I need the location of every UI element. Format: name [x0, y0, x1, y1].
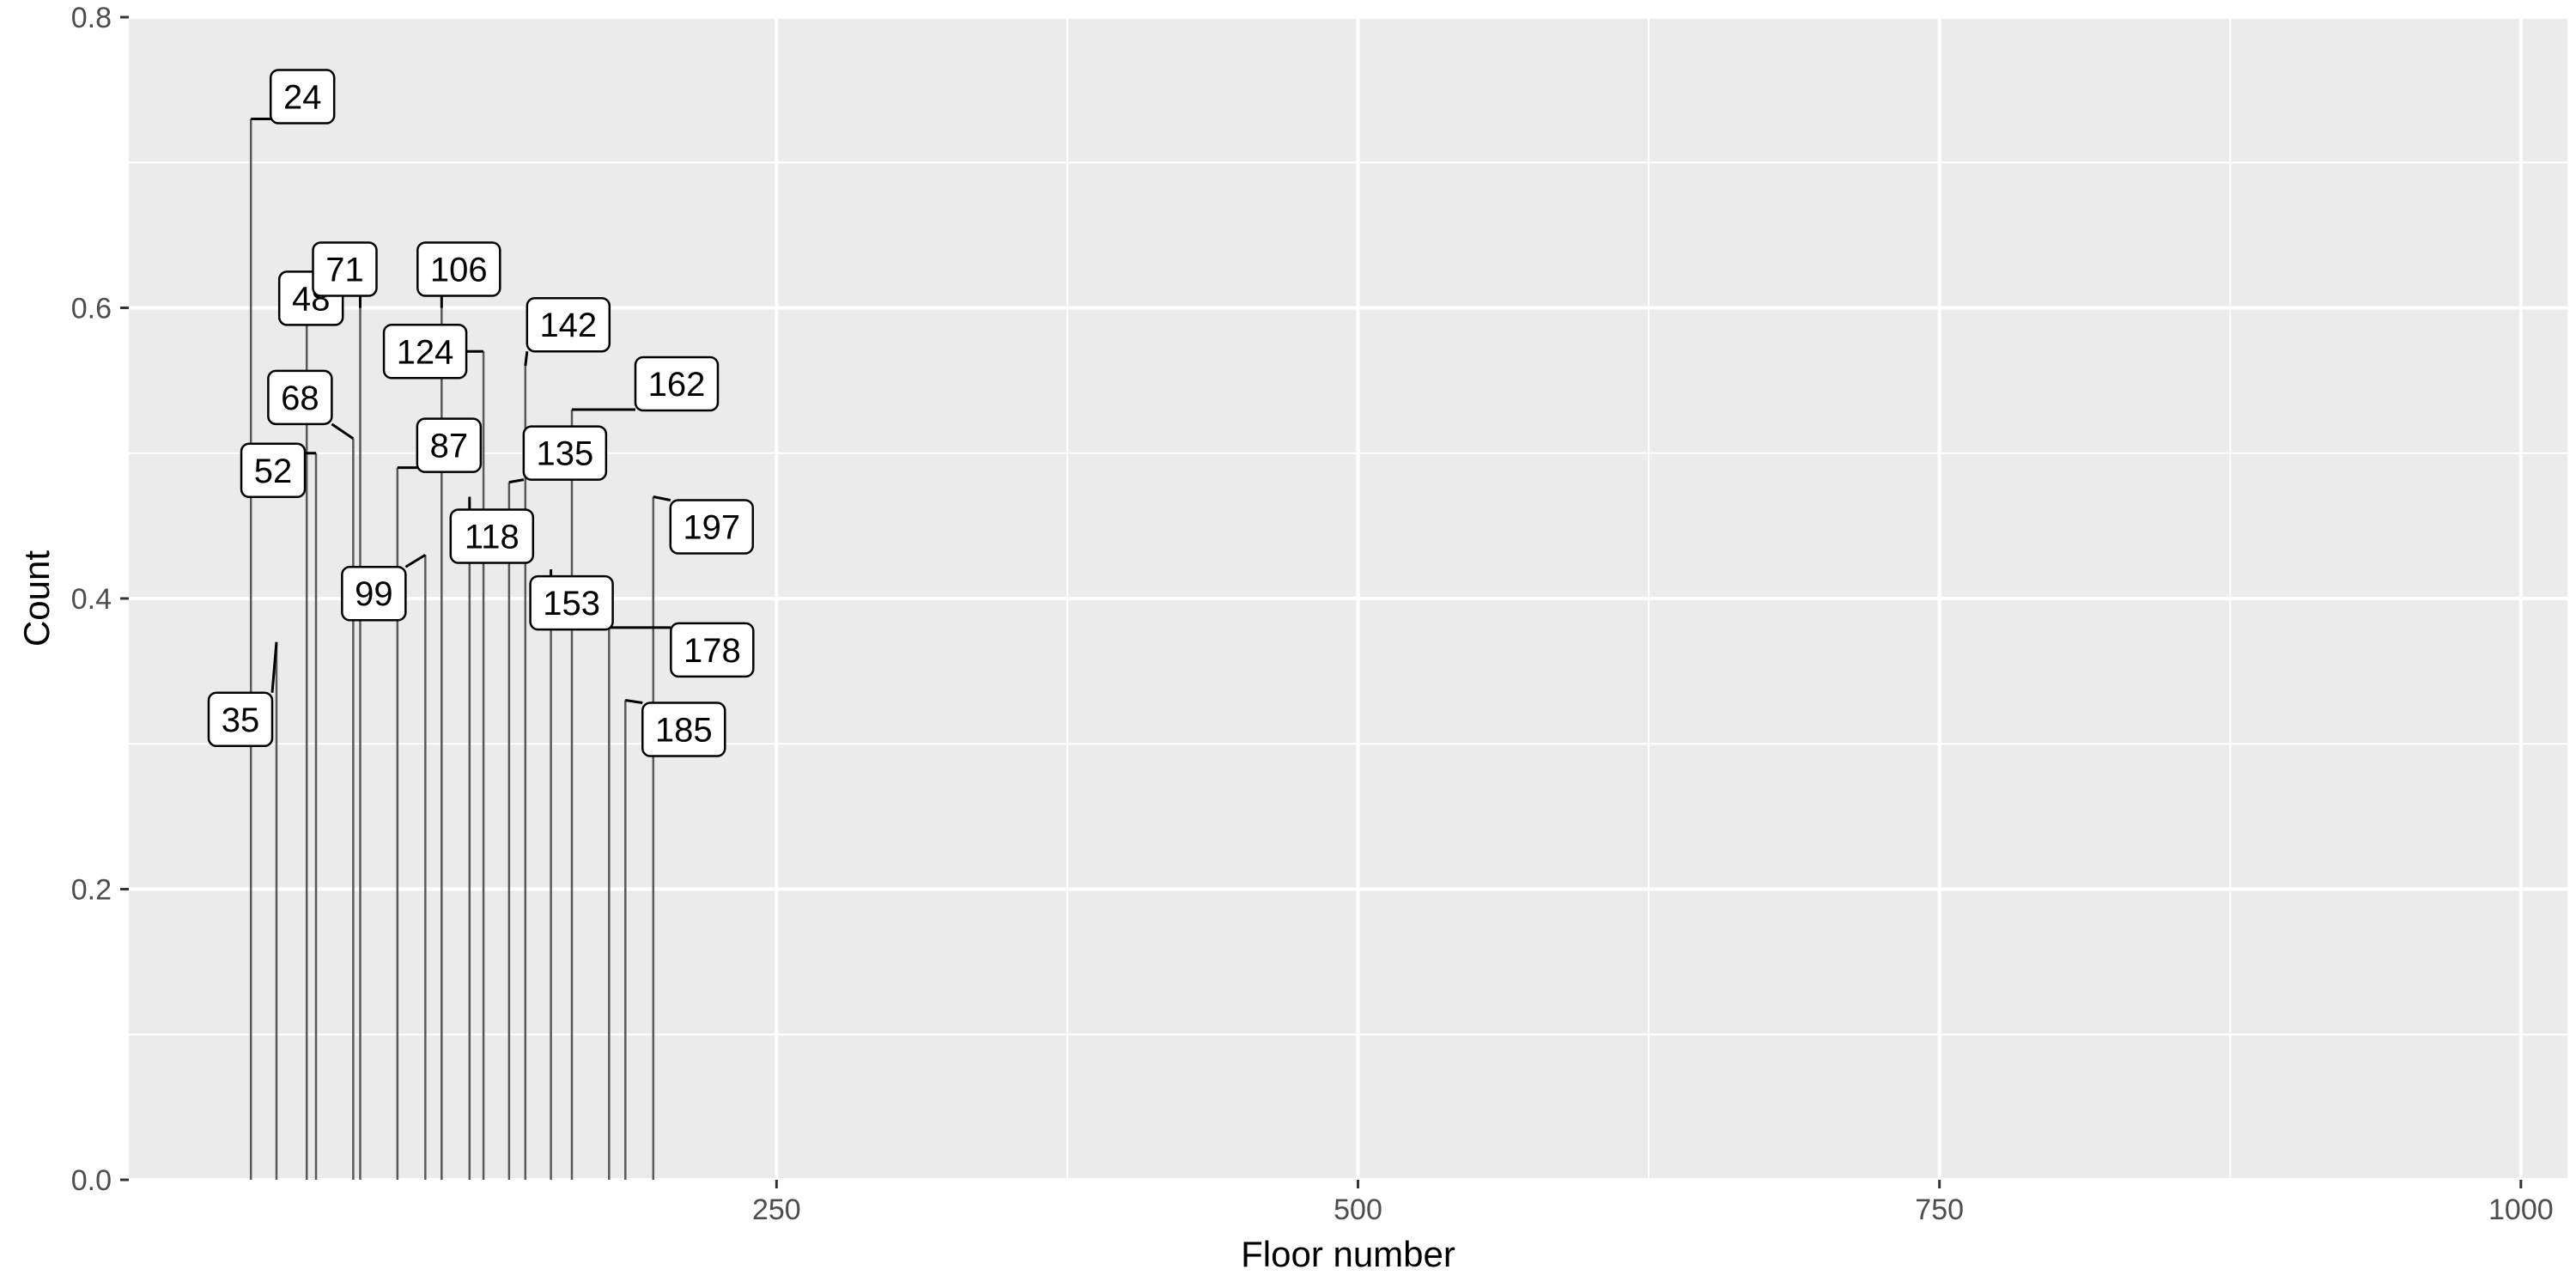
- x-tick-label: 500: [1334, 1194, 1382, 1226]
- data-label-box: [382, 324, 468, 380]
- data-label: 118: [465, 519, 519, 556]
- data-label: 24: [283, 78, 322, 116]
- y-axis-title: Count: [16, 550, 57, 647]
- data-label: 106: [430, 252, 488, 289]
- x-axis-title: Floor number: [1241, 1234, 1455, 1274]
- data-label-box: [529, 574, 614, 631]
- label-leader-line: [270, 641, 278, 693]
- data-label-box: [341, 565, 407, 622]
- label-leaders: [251, 117, 671, 704]
- data-label: 99: [355, 575, 393, 613]
- data-label: 185: [655, 711, 713, 749]
- y-tick-label: 0.0: [71, 1164, 112, 1197]
- data-label: 178: [683, 632, 741, 670]
- data-label-box: [416, 417, 483, 473]
- data-labels: 2435485268718799106118124135142153162178…: [207, 69, 755, 757]
- data-label-box: [634, 355, 720, 412]
- y-tick-label: 0.6: [71, 293, 112, 325]
- data-label: 35: [222, 702, 260, 739]
- label-leader-line: [404, 553, 427, 568]
- label-leader-line: [331, 422, 355, 440]
- data-label-box: [312, 241, 378, 297]
- data-label-box: [449, 508, 535, 564]
- label-leader-line: [508, 478, 525, 484]
- y-tick-label: 0.2: [71, 874, 112, 907]
- data-label: 71: [325, 252, 364, 289]
- data-label-box: [522, 425, 608, 481]
- data-label-box: [526, 296, 611, 353]
- x-tick-label: 1000: [2488, 1194, 2554, 1226]
- x-tick-label: 750: [1915, 1194, 1964, 1226]
- data-label-box: [207, 691, 274, 748]
- data-label-box: [641, 702, 726, 757]
- y-axis: 0.0 0.2 0.4 0.6 0.8: [71, 2, 129, 1197]
- data-label: 124: [397, 333, 454, 371]
- label-leader-line: [524, 351, 529, 367]
- data-label: 87: [430, 428, 469, 465]
- data-label: 52: [254, 453, 293, 490]
- y-tick-label: 0.8: [71, 2, 112, 34]
- data-label: 142: [539, 307, 597, 344]
- data-label-box: [416, 241, 501, 297]
- x-tick-label: 250: [752, 1194, 801, 1226]
- grid-major: [129, 15, 2567, 1182]
- data-label: 162: [648, 366, 706, 404]
- data-label-box: [269, 69, 336, 125]
- data-label: 68: [281, 380, 319, 417]
- label-leader-line: [653, 495, 671, 501]
- data-label-box: [240, 442, 307, 498]
- data-label: 135: [536, 435, 593, 473]
- data-label: 197: [683, 509, 740, 547]
- y-tick-label: 0.4: [71, 583, 112, 616]
- data-label-box: [267, 369, 333, 426]
- x-axis: 250 500 750 1000: [752, 1180, 2554, 1226]
- data-label: 153: [543, 585, 600, 623]
- bars: [249, 118, 655, 1180]
- label-leader-line: [625, 698, 643, 704]
- data-label-box: [669, 499, 755, 555]
- data-label-box: [670, 622, 755, 678]
